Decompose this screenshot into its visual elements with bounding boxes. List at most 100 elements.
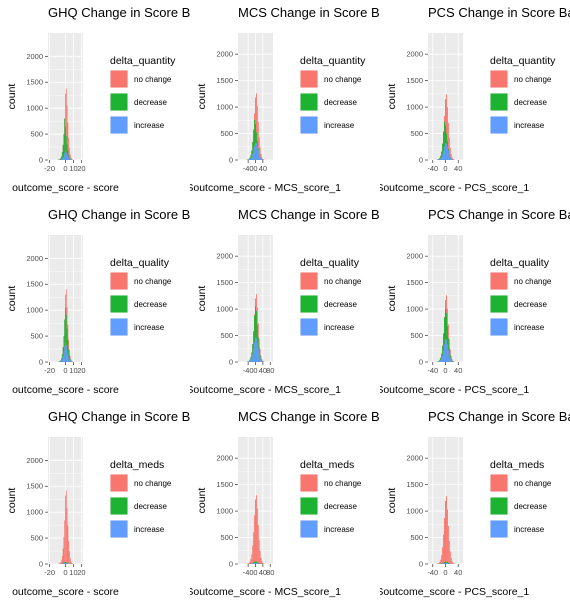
y-axis-title: count (196, 84, 208, 110)
legend-label: no change (324, 277, 362, 286)
bar-increase (61, 358, 63, 362)
bar-increase (65, 563, 67, 564)
bar-no-change (68, 541, 70, 564)
bar-decrease (248, 360, 250, 362)
legend-title: delta_meds (300, 459, 354, 471)
bar-decrease (253, 331, 255, 362)
bar-no-change (59, 563, 61, 564)
bar-no-change (451, 157, 453, 160)
bar-no-change (70, 157, 72, 160)
bar-increase (64, 346, 66, 362)
bar-decrease (445, 312, 447, 362)
bar-no-change (255, 499, 256, 564)
bar-increase (250, 359, 252, 362)
bar-increase (66, 563, 68, 564)
bar-no-change (450, 558, 452, 564)
bar-decrease (255, 124, 256, 160)
y-tick-label: 2000 (26, 456, 43, 465)
x-tick-label: 40 (259, 568, 267, 577)
bar-increase (445, 562, 446, 564)
bar-decrease (61, 354, 63, 362)
bar-decrease (252, 344, 254, 362)
legend-label: no change (134, 479, 172, 488)
bar-increase (253, 348, 255, 362)
histogram-svg: MCS Change in Score Ba 0 500 1000 1500 2000 -4… (190, 207, 380, 396)
x-tick-label: 10 (69, 164, 77, 173)
bar-decrease (257, 562, 259, 564)
bar-increase (448, 354, 450, 362)
y-tick-label: 0 (419, 358, 423, 367)
bar-increase (451, 361, 453, 362)
bar-increase (445, 143, 447, 160)
bar-no-change (445, 496, 447, 564)
y-tick-label: 500 (410, 129, 423, 138)
bar-no-change (69, 147, 70, 160)
bar-no-change (451, 561, 453, 564)
bar-increase (252, 354, 254, 362)
bar-increase (446, 563, 448, 564)
histogram-panel-1: GHQ Change in Score Ba 0 500 1000 1500 2000 -2… (0, 0, 190, 202)
x-tick-label: 0 (63, 366, 67, 375)
bar-increase (68, 157, 70, 160)
bar-no-change (448, 137, 450, 160)
bar-decrease (440, 357, 442, 362)
legend-title: delta_meds (110, 459, 164, 471)
bar-decrease (250, 155, 252, 160)
bar-increase (255, 142, 256, 160)
bar-increase (443, 151, 445, 160)
bar-no-change (260, 557, 262, 564)
histogram-svg: PCS Change in Score Ba 0 500 1000 1500 2000 -4… (380, 5, 570, 194)
bar-decrease (247, 159, 249, 160)
bar-no-change (65, 490, 67, 564)
bar-decrease (254, 119, 256, 160)
y-tick-label: 0 (229, 156, 233, 165)
bar-increase (256, 563, 258, 564)
x-tick-label: 0 (253, 164, 257, 173)
legend-swatch-increase (110, 520, 128, 538)
histogram-svg: GHQ Change in Score Ba 0 500 1000 1500 2000 -2… (6, 207, 190, 396)
bar-no-change (452, 562, 454, 564)
legend-title: delta_quantity (300, 55, 366, 67)
y-tick-label: 0 (39, 358, 43, 367)
bar-increase (255, 562, 256, 564)
y-axis-title: count (386, 488, 398, 514)
bar-decrease (258, 563, 260, 564)
legend-title: delta_quality (490, 257, 550, 269)
bar-no-change (445, 94, 447, 160)
y-axis-title: count (196, 286, 208, 312)
bar-decrease (62, 144, 64, 160)
bar-no-change (448, 540, 450, 564)
x-axis-title: MCSoutcome_score - MCS_score_1 (190, 182, 341, 194)
legend-label: decrease (514, 98, 547, 107)
chart-title: GHQ Change in Score Ba (48, 5, 190, 20)
chart-title: PCS Change in Score Ba (428, 5, 570, 20)
bar-no-change (449, 551, 451, 564)
legend-swatch-no-change (490, 474, 508, 492)
bar-increase (451, 159, 453, 160)
bar-increase (65, 344, 67, 362)
histogram-svg: PCS Change in Score Ba 0 500 1000 1500 2000 -4… (380, 207, 570, 396)
legend-swatch-no-change (110, 70, 128, 88)
bar-decrease (67, 150, 69, 160)
bar-increase (445, 339, 447, 362)
legend-swatch-increase (490, 318, 508, 336)
x-tick-label: 40 (259, 366, 267, 375)
bar-increase (251, 156, 253, 160)
y-tick-label: 0 (419, 560, 423, 569)
bar-no-change (259, 147, 261, 160)
legend-swatch-no-change (300, 474, 318, 492)
bar-no-change (256, 508, 258, 564)
bar-decrease (445, 561, 446, 564)
y-tick-label: 500 (30, 534, 43, 543)
bar-increase (257, 563, 259, 564)
x-tick-label: -40 (243, 164, 254, 173)
x-axis-title: PCSoutcome_score - PCS_score_1 (380, 384, 529, 396)
legend-label: increase (324, 525, 355, 534)
histogram-panel-8: MCS Change in Score Ba 0 500 1000 1500 2000 -4… (190, 404, 380, 606)
y-tick-label: 1000 (26, 104, 43, 113)
bar-increase (67, 353, 69, 362)
bar-increase (253, 563, 255, 564)
bar-decrease (65, 314, 67, 362)
legend-label: increase (514, 323, 545, 332)
bar-no-change (67, 122, 69, 160)
